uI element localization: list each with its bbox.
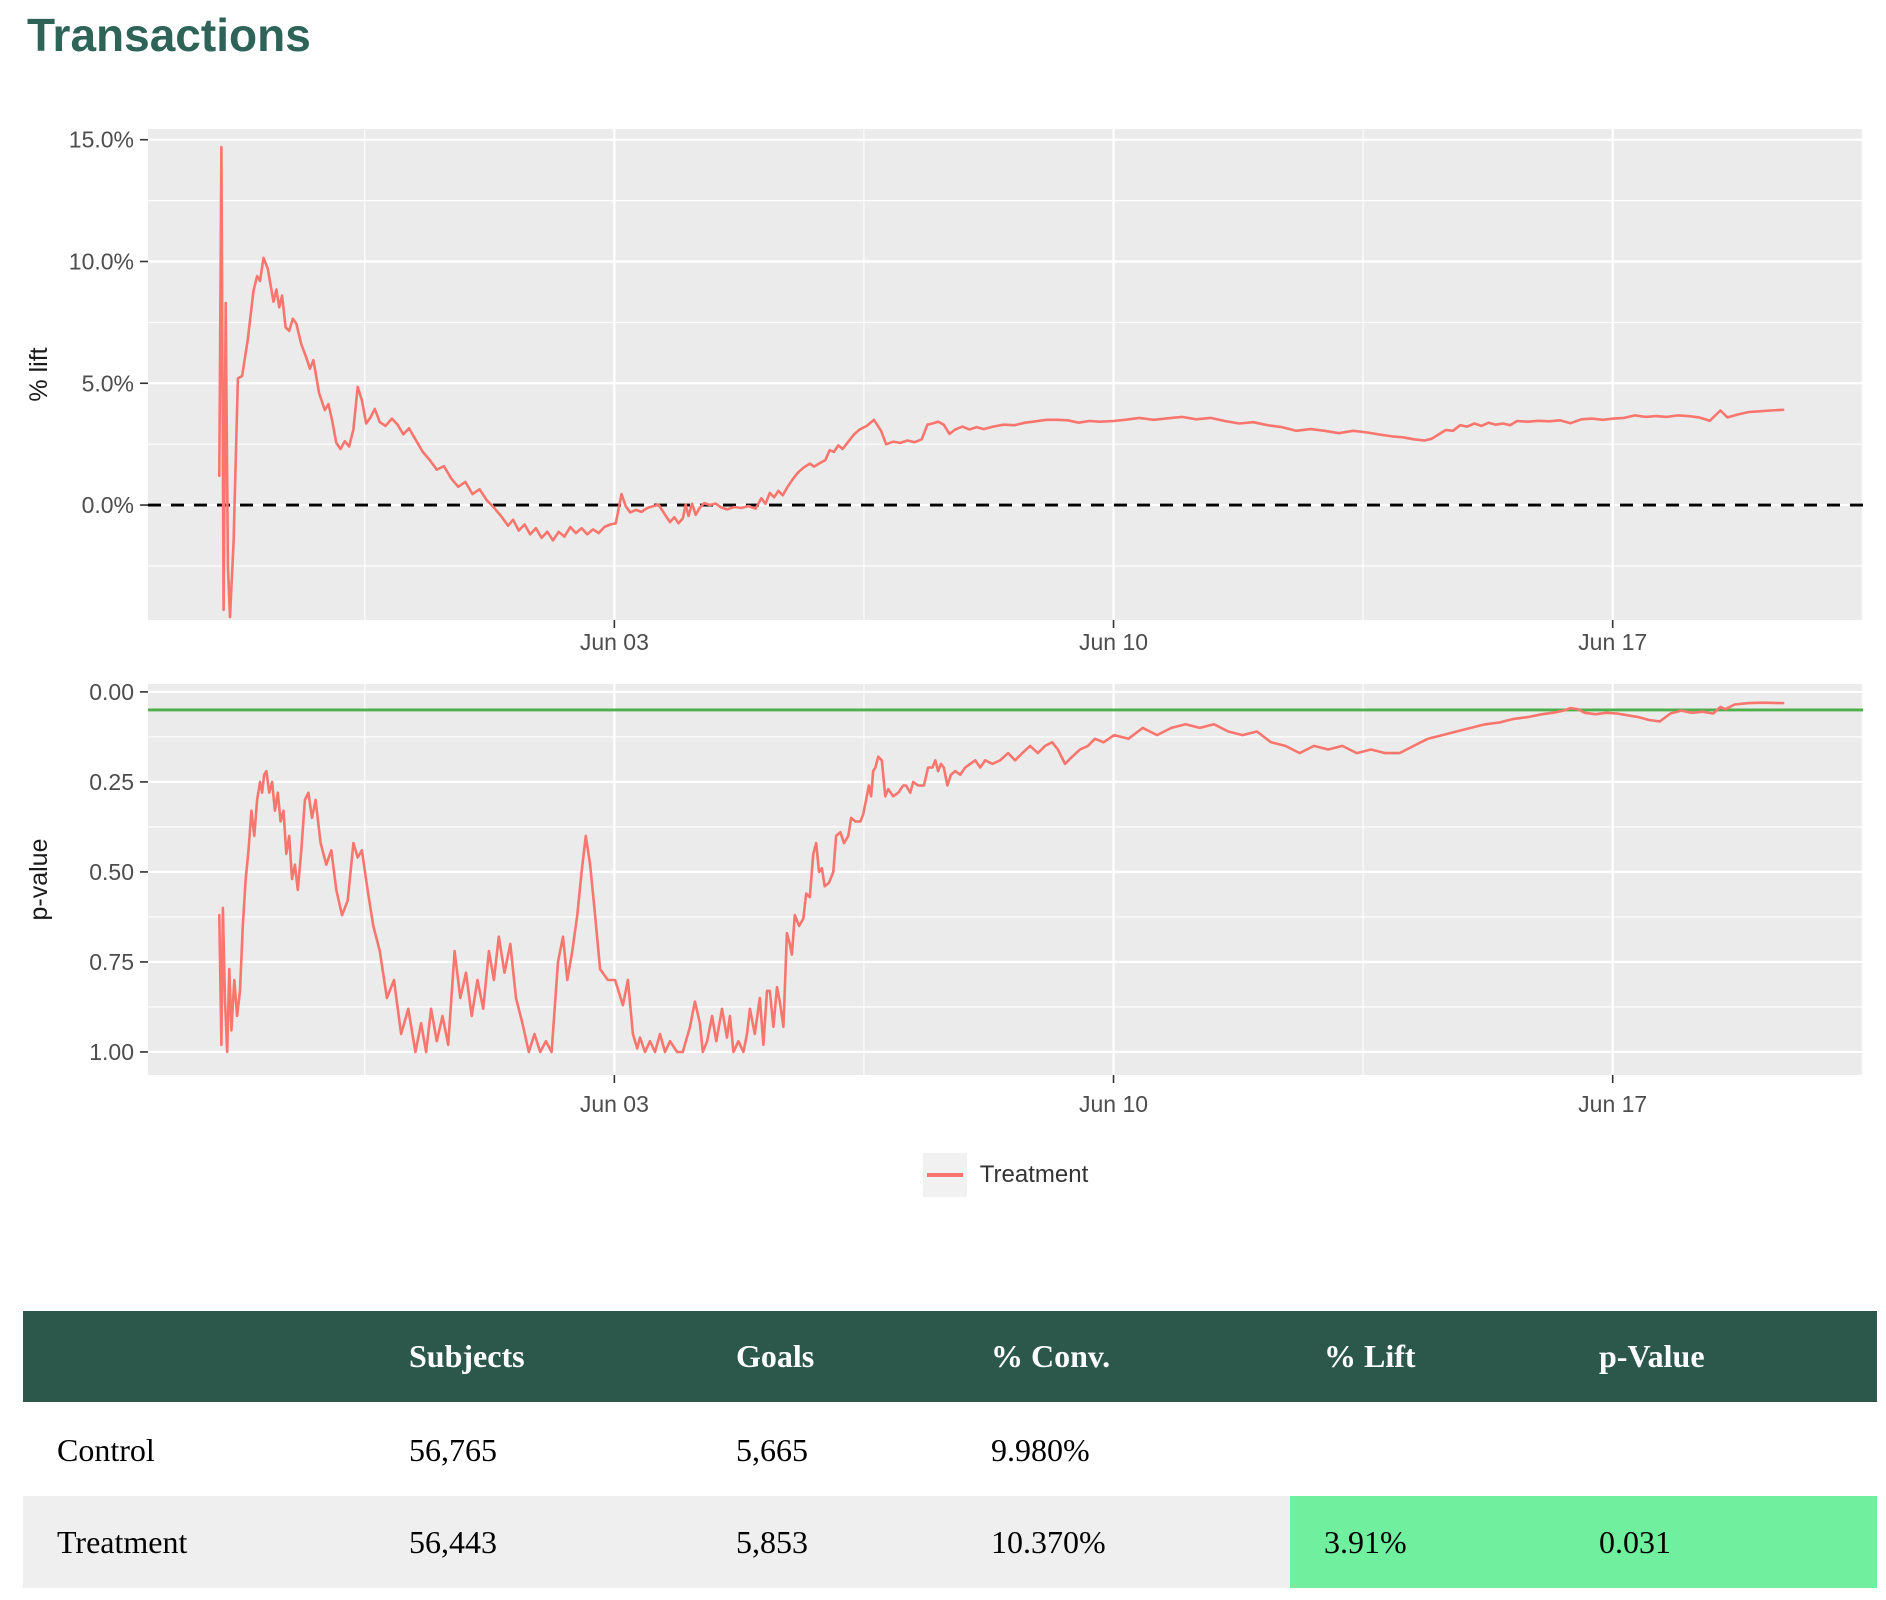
col-header-pvalue: p-Value — [1565, 1311, 1877, 1404]
pvalue-x-tick-label: Jun 03 — [580, 1091, 649, 1117]
lift-y-axis-title: % lift — [25, 347, 53, 401]
pvalue-x-tick-label: Jun 17 — [1578, 1091, 1647, 1117]
pvalue-y-tick-label: 0.25 — [89, 769, 134, 795]
conv-cell: 9.980% — [991, 1431, 1090, 1468]
table-row-treatment: Treatment 56,443 5,853 10.370% 3.91% 0.031 — [23, 1496, 1877, 1588]
pvalue-treatment-line — [218, 701, 1785, 1054]
page-title: Transactions — [27, 9, 311, 61]
col-header-subjects: Subjects — [375, 1311, 702, 1404]
legend-key — [922, 1153, 967, 1197]
pvalue-y-tick-label: 1.00 — [89, 1039, 134, 1065]
col-header-rowlabel — [23, 1311, 375, 1404]
lift-cell: 3.91% — [1290, 1496, 1565, 1588]
chart-legend: Treatment — [148, 1151, 1863, 1199]
lift-y-tick-label: 5.0% — [82, 370, 134, 396]
col-header-goals: Goals — [702, 1311, 957, 1404]
results-table: Subjects Goals% Conv.% Lift p-Value Contro… — [23, 1311, 1877, 1588]
lift-cell — [1290, 1403, 1565, 1496]
pvalue-plot-area — [148, 684, 1863, 1075]
pvalue-x-tick-label: Jun 10 — [1079, 1091, 1148, 1117]
row-label: Control — [57, 1431, 155, 1468]
pvalue-cell — [1565, 1403, 1877, 1496]
lift-x-tick-label: Jun 03 — [580, 629, 649, 655]
subjects-cell: 56,765 — [409, 1431, 497, 1468]
results-table-header-row: Subjects Goals% Conv.% Lift p-Value — [23, 1311, 1877, 1404]
lift-y-tick-label: 15.0% — [69, 127, 134, 153]
pvalue-y-tick-label: 0.50 — [89, 859, 134, 885]
pvalue-y-tick-label: 0.00 — [89, 679, 134, 705]
table-row-control: Control 56,765 5,665 9.980% — [23, 1403, 1877, 1496]
lift-y-tick-label: 10.0% — [69, 248, 134, 274]
lift-plot-area — [148, 129, 1863, 620]
col-header-conv: % Conv. — [957, 1311, 1290, 1404]
lift-and-pvalue-charts: 15.0% 10.0% 5.0% 0.0% Jun 03 Jun 10 Jun 17 % li… — [25, 127, 1863, 1117]
lift-y-tick-label: 0.0% — [82, 492, 134, 518]
lift-x-tick-label: Jun 17 — [1578, 629, 1647, 655]
lift-treatment-line — [218, 145, 1785, 619]
row-label: Treatment — [57, 1523, 188, 1560]
pvalue-y-tick-label: 0.75 — [89, 949, 134, 975]
pvalue-cell: 0.031 — [1565, 1496, 1877, 1588]
goals-cell: 5,853 — [736, 1523, 808, 1560]
legend-label: Treatment — [979, 1161, 1089, 1188]
lift-x-tick-label: Jun 10 — [1079, 629, 1148, 655]
subjects-cell: 56,443 — [409, 1523, 497, 1560]
col-header-lift: % Lift — [1290, 1311, 1565, 1404]
pvalue-y-axis-title: p-value — [25, 839, 53, 921]
treatment-line-swatch — [926, 1173, 963, 1177]
conv-cell: 10.370% — [991, 1523, 1106, 1560]
goals-cell: 5,665 — [736, 1431, 808, 1468]
